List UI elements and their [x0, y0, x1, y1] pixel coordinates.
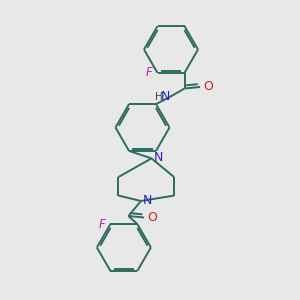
Text: N: N — [153, 151, 163, 164]
Text: F: F — [99, 218, 105, 231]
Text: N: N — [143, 194, 152, 208]
Text: O: O — [203, 80, 213, 94]
Text: H: H — [154, 92, 162, 102]
Text: N: N — [160, 90, 170, 104]
Text: O: O — [147, 211, 157, 224]
Text: F: F — [146, 66, 152, 80]
